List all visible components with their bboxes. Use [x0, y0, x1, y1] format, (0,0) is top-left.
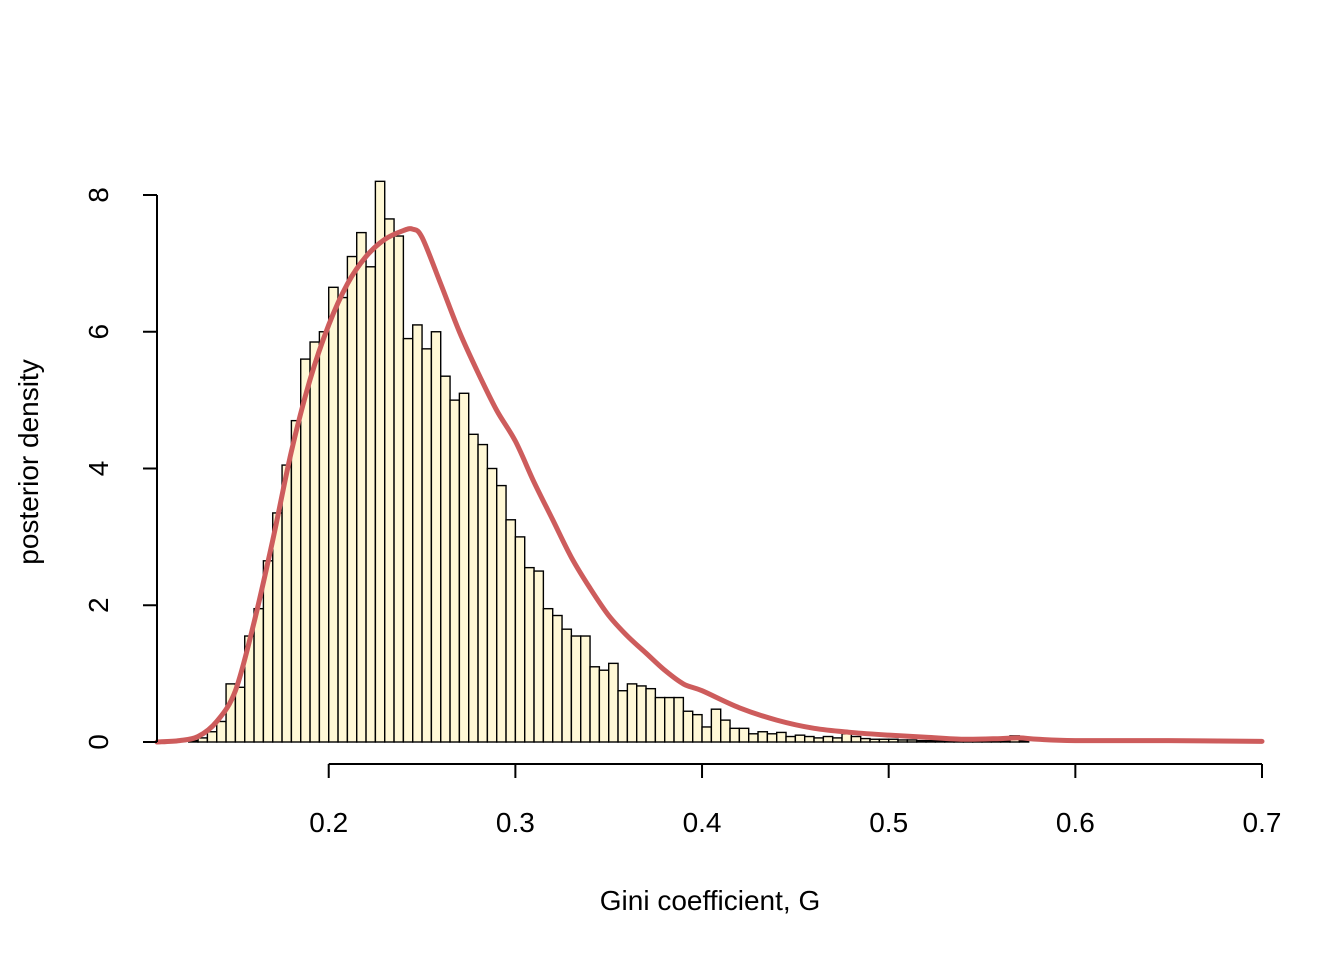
histogram-bar — [682, 710, 694, 743]
y-tick-label: 6 — [83, 324, 114, 340]
histogram-bar — [636, 685, 647, 743]
histogram-bar — [766, 733, 778, 743]
histogram-bar — [561, 628, 573, 743]
histogram-bar — [664, 696, 675, 743]
histogram-bar — [598, 669, 610, 743]
histogram-bar — [897, 739, 909, 743]
histogram-bar — [468, 433, 479, 743]
histogram-bar — [542, 607, 554, 743]
histogram-bar — [626, 683, 638, 743]
x-tick-label: 0.4 — [683, 807, 722, 838]
histogram-bar — [925, 739, 937, 743]
histogram-bar — [309, 341, 321, 743]
y-axis-title: posterior density — [13, 359, 44, 564]
histogram-bar — [887, 738, 899, 743]
histogram-bar — [701, 726, 713, 743]
histogram-bar — [608, 662, 619, 743]
histogram-bar — [580, 635, 591, 743]
histogram-bar — [869, 738, 881, 743]
histogram-bar — [859, 737, 871, 743]
histogram-bar — [262, 560, 274, 743]
histogram-bar — [552, 614, 563, 743]
histogram-bar — [524, 566, 535, 743]
histogram-bar — [272, 512, 283, 743]
histogram-bar — [831, 737, 843, 743]
histogram-bar — [617, 690, 629, 743]
histogram-bar — [337, 296, 349, 743]
histogram-bar — [318, 331, 330, 743]
y-axis: 0 2 4 6 8 — [83, 187, 158, 750]
histogram-bar — [412, 324, 423, 743]
histogram-bar — [384, 218, 395, 743]
histogram-bar — [514, 536, 526, 743]
histogram-bar — [850, 735, 862, 743]
y-tick-label: 4 — [83, 461, 114, 477]
histogram-bar — [841, 733, 853, 743]
histogram-bars — [188, 180, 1030, 743]
histogram-bar — [449, 399, 461, 743]
histogram-bar — [785, 735, 797, 743]
histogram-bar — [673, 696, 685, 743]
histogram-bar — [710, 708, 722, 743]
histogram-bar — [346, 255, 358, 743]
histogram-bar — [281, 464, 293, 743]
histogram-bar — [533, 570, 545, 743]
histogram-bar — [505, 519, 517, 743]
histogram-bar — [421, 348, 433, 743]
histogram-bar — [813, 737, 825, 743]
histogram-bar — [402, 337, 414, 743]
x-tick-label: 0.6 — [1056, 807, 1095, 838]
histogram-bar — [374, 180, 386, 743]
histogram-bar — [803, 735, 815, 743]
histogram-bar — [934, 739, 946, 743]
histogram-bar — [477, 443, 489, 743]
histogram-bar — [290, 419, 302, 743]
histogram-bar — [589, 666, 601, 743]
x-tick-label: 0.5 — [869, 807, 908, 838]
histogram-bar — [878, 738, 890, 743]
x-tick-label: 0.7 — [1243, 807, 1282, 838]
histogram-bar — [776, 731, 787, 743]
x-tick-label: 0.2 — [309, 807, 348, 838]
histogram-bar — [356, 231, 367, 743]
histogram-bar — [738, 727, 750, 743]
x-tick-label: 0.3 — [496, 807, 535, 838]
y-tick-label: 2 — [83, 597, 114, 613]
y-tick-label: 0 — [83, 734, 114, 750]
histogram-bar — [206, 731, 218, 743]
histogram-bar — [253, 607, 265, 743]
histogram-bar — [645, 687, 657, 743]
histogram-bar — [692, 713, 703, 743]
histogram-bar — [570, 635, 582, 743]
histogram-bar — [729, 727, 741, 743]
x-axis-title: Gini coefficient, G — [600, 885, 820, 916]
histogram-bar — [486, 467, 498, 743]
histogram-bar — [216, 720, 227, 743]
histogram-bar — [906, 739, 918, 743]
histogram-bar — [393, 235, 405, 743]
histogram-bar — [757, 731, 769, 743]
histogram-bar — [440, 375, 451, 743]
histogram-bar — [794, 734, 806, 743]
histogram-bar — [822, 735, 834, 743]
histogram-bar — [496, 484, 507, 743]
histogram-bar — [915, 739, 927, 743]
histogram-bar — [458, 392, 470, 743]
histogram-bar — [654, 696, 666, 743]
histogram-bar — [748, 733, 759, 743]
x-axis: 0.2 0.3 0.4 0.5 0.6 0.7 — [309, 763, 1282, 838]
histogram-bar — [720, 719, 731, 743]
histogram-bar — [328, 286, 339, 743]
histogram-bar — [365, 266, 377, 743]
histogram-bar — [234, 686, 246, 743]
histogram-bar — [430, 331, 442, 743]
density-curve — [154, 226, 1265, 745]
y-tick-label: 8 — [83, 187, 114, 203]
